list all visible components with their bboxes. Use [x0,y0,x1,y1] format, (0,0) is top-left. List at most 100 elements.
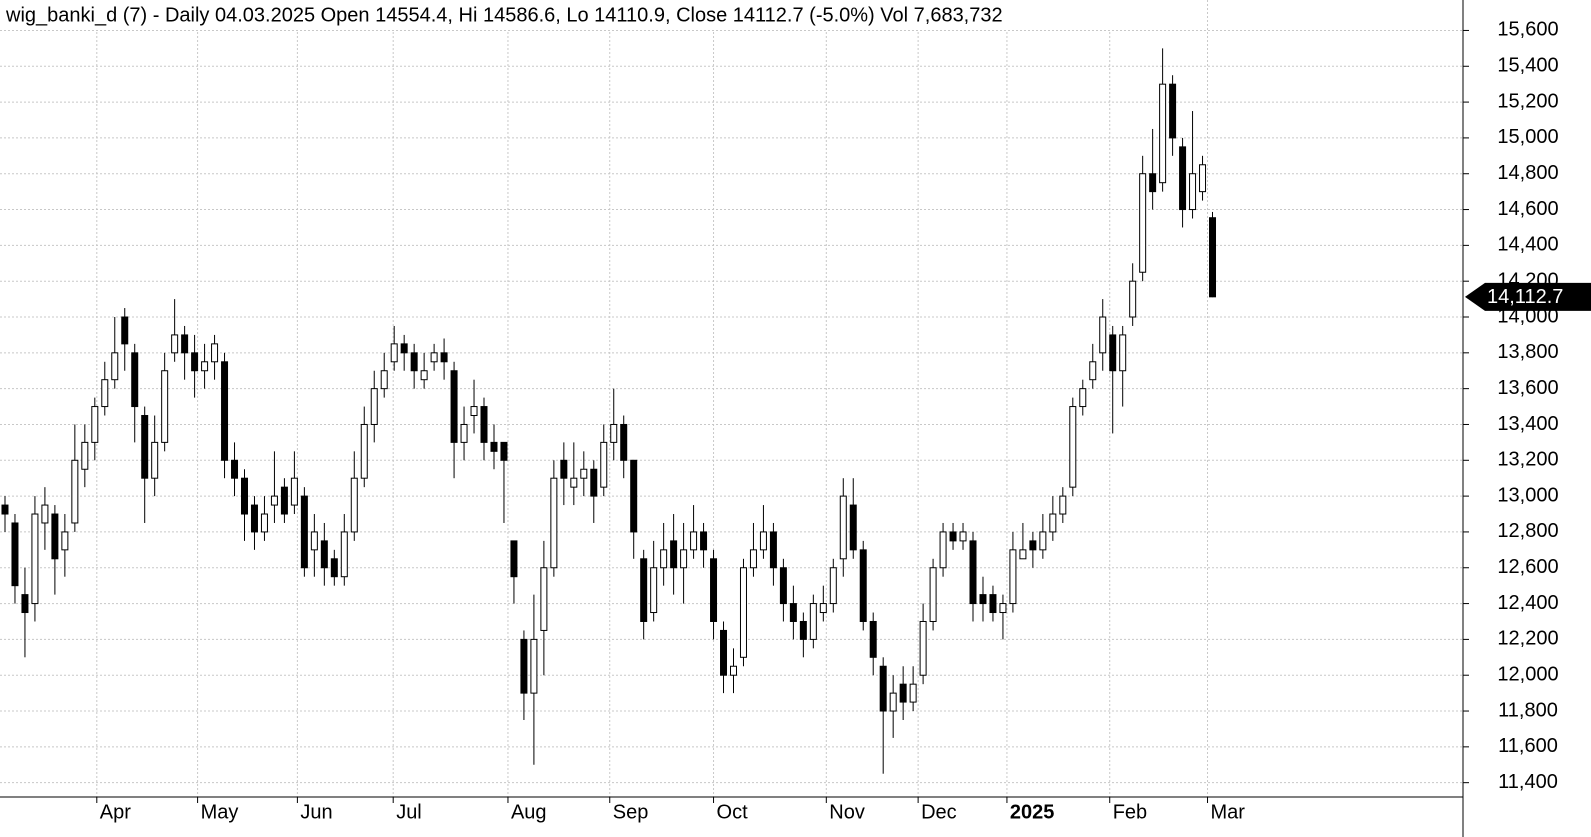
candle-body [1049,513,1057,533]
candle-body [270,495,278,506]
last-price-marker [1465,282,1591,311]
candle-body [510,540,518,578]
y-tick-label: 15,600 [1497,19,1558,41]
candle-body [290,477,298,506]
candle-body [979,594,987,605]
candle-body [400,343,408,354]
y-tick-label: 15,200 [1497,90,1558,112]
candle-body [231,459,239,479]
candle-body [450,370,458,443]
candle-body [11,522,19,587]
candle-body [1209,217,1217,298]
candle-body [1,504,9,515]
candle-body [550,477,558,569]
candle-body [1089,361,1097,381]
candle-body [1069,406,1077,488]
candle-body [849,504,857,551]
candle-body [710,558,718,622]
candle-body [570,477,578,488]
x-tick-label: Aug [511,801,547,823]
candle-body [61,531,69,551]
y-tick-label: 11,600 [1498,735,1558,757]
candle-body [350,477,358,533]
candle-body [71,459,79,524]
candle-body [769,531,777,569]
candle-body [41,504,49,524]
candle-body [540,567,548,631]
candle-body [1099,316,1107,354]
candle-body [1179,146,1187,211]
candle-body [31,513,39,605]
candle-body [390,343,398,363]
x-tick-label: Apr [100,801,131,823]
y-tick-label: 14,400 [1497,234,1558,256]
candle-body [720,629,728,676]
candle-body [161,370,169,443]
y-tick-label: 13,600 [1497,377,1558,399]
x-tick-label: Feb [1113,801,1147,823]
y-tick-label: 13,000 [1497,484,1558,506]
candle-body [859,549,867,622]
candle-body [670,540,678,569]
axis-labels: 11,400 11,600 11,800 12,000 12,200 12,400 12,6… [96,19,1559,823]
candle-body [839,495,847,560]
candle-body [949,531,957,542]
candle-body [440,352,448,363]
candle-body [1039,531,1047,551]
candle-body [201,361,209,372]
x-tick-label: Nov [829,801,865,823]
candle-body [650,567,658,614]
candle-body [560,459,568,479]
candle-body [909,683,917,703]
y-tick-label: 13,800 [1497,341,1558,363]
candle-body [700,531,708,551]
candle-body [749,549,757,569]
candle-body [929,567,937,622]
candle-body [530,638,538,694]
candle-body [500,441,508,461]
candle-body [81,441,89,470]
candle-body [1029,540,1037,551]
candle-body [470,406,478,417]
candle-body [1019,549,1027,560]
x-tick-label: Jun [300,801,332,823]
candle-body [580,468,588,479]
candle-body [151,441,159,479]
candle-body [141,415,149,479]
candle-body [1079,388,1087,408]
candle-body [91,406,99,443]
candle-body [899,683,907,703]
candle-body [799,620,807,640]
candle-body [480,406,488,443]
candle-body [250,504,258,533]
candle-body [1189,173,1197,211]
chart-title: wig_banki_d (7) - Daily 04.03.2025 Open … [5,4,1003,26]
candle-body [1009,549,1017,605]
candle-body [260,513,268,533]
y-tick-label: 15,400 [1497,55,1558,77]
candle-body [410,352,418,372]
candle-body [759,531,767,551]
x-tick-label: Dec [921,801,957,823]
y-tick-label: 11,800 [1498,699,1558,721]
candle-body [340,531,348,578]
candle-body [240,477,248,515]
y-tick-label: 12,400 [1497,592,1558,614]
y-tick-label: 13,200 [1497,449,1558,471]
candle-body [1059,495,1067,515]
candle-body [590,468,598,497]
y-tick-label: 14,600 [1497,198,1558,220]
y-tick-label: 11,400 [1498,771,1558,793]
last-price-label: 14,112.7 [1487,286,1563,308]
candle-body [370,388,378,425]
candle-body [360,423,368,479]
y-tick-label: 15,000 [1497,126,1558,148]
candle-body [121,316,129,345]
candle-body [739,567,747,658]
candle-body [919,620,927,676]
candle-body [111,352,119,381]
candle-body [889,692,897,712]
candle-body [191,352,199,372]
